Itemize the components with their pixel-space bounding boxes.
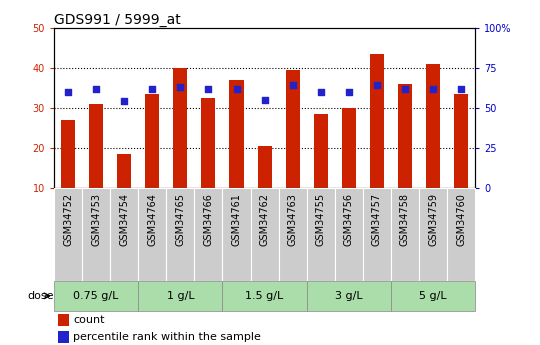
- Text: GSM34758: GSM34758: [400, 193, 410, 246]
- Text: GSM34763: GSM34763: [288, 193, 298, 246]
- Bar: [222, 188, 251, 281]
- Point: [64, 89, 72, 95]
- Bar: [307, 281, 391, 310]
- Bar: [173, 68, 187, 188]
- Bar: [307, 188, 335, 281]
- Point: [429, 86, 437, 91]
- Bar: [166, 188, 194, 281]
- Bar: [447, 188, 475, 281]
- Point: [120, 99, 129, 104]
- Text: GSM34761: GSM34761: [232, 193, 241, 246]
- Bar: [279, 188, 307, 281]
- Point: [204, 86, 213, 91]
- Bar: [251, 188, 279, 281]
- Bar: [314, 114, 328, 188]
- Text: GSM34756: GSM34756: [344, 193, 354, 246]
- Bar: [61, 120, 75, 188]
- Point: [401, 86, 409, 91]
- Bar: [138, 281, 222, 310]
- Bar: [117, 154, 131, 188]
- Bar: [138, 188, 166, 281]
- Text: GSM34755: GSM34755: [316, 193, 326, 246]
- Text: GSM34762: GSM34762: [260, 193, 269, 246]
- Bar: [58, 314, 69, 326]
- Text: 1.5 g/L: 1.5 g/L: [246, 291, 284, 301]
- Bar: [391, 188, 419, 281]
- Bar: [54, 188, 82, 281]
- Text: 3 g/L: 3 g/L: [335, 291, 363, 301]
- Bar: [82, 188, 110, 281]
- Text: GSM34764: GSM34764: [147, 193, 157, 246]
- Bar: [286, 70, 300, 188]
- Bar: [58, 331, 69, 343]
- Bar: [335, 188, 363, 281]
- Bar: [454, 94, 468, 188]
- Text: GSM34757: GSM34757: [372, 193, 382, 246]
- Bar: [110, 188, 138, 281]
- Text: dose: dose: [28, 291, 54, 301]
- Bar: [342, 108, 356, 188]
- Bar: [419, 188, 447, 281]
- Bar: [258, 146, 272, 188]
- Text: 1 g/L: 1 g/L: [166, 291, 194, 301]
- Text: percentile rank within the sample: percentile rank within the sample: [73, 333, 261, 342]
- Bar: [54, 281, 138, 310]
- Bar: [363, 188, 391, 281]
- Point: [260, 97, 269, 102]
- Bar: [222, 281, 307, 310]
- Text: count: count: [73, 315, 104, 325]
- Text: 5 g/L: 5 g/L: [419, 291, 447, 301]
- Point: [373, 82, 381, 88]
- Bar: [194, 188, 222, 281]
- Bar: [145, 94, 159, 188]
- Point: [316, 89, 325, 95]
- Point: [345, 89, 353, 95]
- Point: [92, 86, 100, 91]
- Point: [176, 84, 185, 90]
- Bar: [201, 98, 215, 188]
- Point: [232, 86, 241, 91]
- Text: GSM34766: GSM34766: [204, 193, 213, 246]
- Text: GSM34753: GSM34753: [91, 193, 101, 246]
- Point: [148, 86, 157, 91]
- Text: GSM34754: GSM34754: [119, 193, 129, 246]
- Text: GSM34752: GSM34752: [63, 193, 73, 246]
- Point: [288, 82, 297, 88]
- Text: 0.75 g/L: 0.75 g/L: [73, 291, 119, 301]
- Text: GSM34765: GSM34765: [176, 193, 185, 246]
- Text: GSM34760: GSM34760: [456, 193, 466, 246]
- Bar: [370, 54, 384, 188]
- Bar: [89, 104, 103, 188]
- Bar: [391, 281, 475, 310]
- Bar: [398, 84, 412, 188]
- Text: GDS991 / 5999_at: GDS991 / 5999_at: [54, 12, 181, 27]
- Point: [457, 86, 465, 91]
- Text: GSM34759: GSM34759: [428, 193, 438, 246]
- Bar: [426, 64, 440, 188]
- Bar: [230, 80, 244, 188]
